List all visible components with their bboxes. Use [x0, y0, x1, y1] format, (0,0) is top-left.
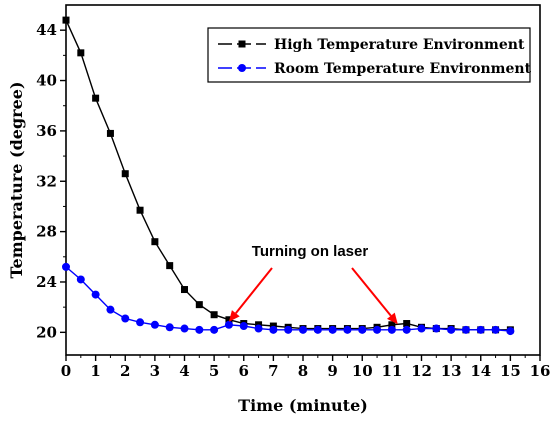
data-point — [313, 325, 322, 334]
x-tick-label: 0 — [61, 362, 71, 380]
annotation-layer: Turning on laser — [228, 243, 398, 325]
data-point — [432, 324, 441, 333]
annotation-arrow-line — [235, 267, 273, 314]
data-point — [269, 325, 278, 334]
data-point — [388, 321, 396, 329]
data-point — [150, 320, 159, 329]
data-point — [491, 325, 500, 334]
x-axis-title: Time (minute) — [238, 396, 368, 415]
data-point — [77, 49, 85, 57]
x-axis: 0 1 2 3 4 5 6 7 8 9 10 11 12 13 14 15 16 — [61, 355, 550, 380]
data-point — [121, 170, 129, 178]
data-point — [106, 305, 115, 314]
data-point — [506, 327, 515, 336]
data-point — [299, 325, 307, 334]
data-point — [210, 311, 218, 319]
data-point — [358, 325, 367, 334]
annotation-arrow-head — [386, 312, 398, 325]
data-point — [62, 16, 70, 24]
data-point — [343, 325, 352, 334]
y-axis-title: Temperature (degree) — [7, 81, 26, 278]
x-tick-label: 13 — [441, 362, 462, 380]
y-tick-label: 36 — [36, 122, 57, 140]
data-point — [195, 301, 203, 309]
x-tick-label: 14 — [470, 362, 491, 380]
y-tick-label: 32 — [36, 172, 57, 190]
data-point — [461, 325, 470, 334]
legend-swatch-marker — [238, 64, 246, 72]
y-tick-label: 28 — [36, 223, 57, 241]
data-point — [417, 324, 426, 333]
data-point — [254, 324, 263, 333]
data-point — [165, 323, 174, 332]
series-layer — [62, 16, 515, 336]
data-point — [328, 325, 337, 334]
y-tick-label: 44 — [36, 21, 57, 39]
data-point — [180, 324, 189, 333]
x-tick-label: 2 — [120, 362, 130, 380]
x-tick-label: 9 — [327, 362, 337, 380]
x-tick-label: 10 — [352, 362, 373, 380]
legend: High Temperature Environment Room Tempera… — [207, 27, 532, 83]
data-point — [76, 275, 85, 284]
x-tick-label: 4 — [179, 362, 189, 380]
x-tick-label: 7 — [268, 362, 278, 380]
data-point — [106, 129, 114, 137]
data-point — [224, 320, 233, 329]
data-point — [166, 262, 174, 270]
series-2 — [62, 262, 515, 336]
y-axis: 20 24 28 32 36 40 44 — [36, 21, 66, 341]
data-point — [195, 325, 204, 334]
data-point — [92, 94, 100, 102]
data-point — [402, 325, 411, 334]
y-tick-label: 24 — [36, 273, 57, 291]
data-point — [210, 325, 219, 334]
legend-label: Room Temperature Environment — [274, 61, 532, 77]
y-tick-label: 20 — [36, 323, 57, 341]
data-point — [387, 325, 396, 334]
x-tick-label: 15 — [500, 362, 521, 380]
data-point — [284, 325, 293, 334]
x-tick-label: 5 — [209, 362, 219, 380]
data-point — [62, 262, 70, 271]
data-point — [225, 316, 233, 324]
x-tick-label: 3 — [150, 362, 160, 380]
legend-box — [207, 27, 531, 83]
data-point — [136, 318, 145, 327]
data-point — [239, 322, 248, 331]
data-point — [476, 325, 485, 334]
y-tick-label: 40 — [36, 72, 57, 90]
data-point — [181, 286, 188, 294]
data-point — [373, 325, 382, 334]
series-line — [65, 266, 511, 332]
x-tick-label: 12 — [411, 362, 432, 380]
data-point — [136, 206, 144, 214]
x-tick-label: 6 — [239, 362, 249, 380]
annotation-label: Turning on laser — [252, 243, 369, 260]
legend-swatch-marker — [238, 40, 246, 48]
x-tick-label: 8 — [298, 362, 308, 380]
annotation-arrow-head — [228, 310, 240, 322]
x-tick-label: 16 — [530, 362, 550, 380]
legend-label: High Temperature Environment — [274, 37, 525, 53]
data-point — [447, 325, 456, 334]
data-point — [121, 314, 130, 323]
data-point — [91, 290, 100, 299]
x-tick-label: 11 — [381, 362, 402, 380]
annotation-arrow-line — [351, 267, 392, 317]
x-tick-label: 1 — [90, 362, 100, 380]
data-point — [151, 238, 159, 246]
data-point — [403, 320, 411, 328]
